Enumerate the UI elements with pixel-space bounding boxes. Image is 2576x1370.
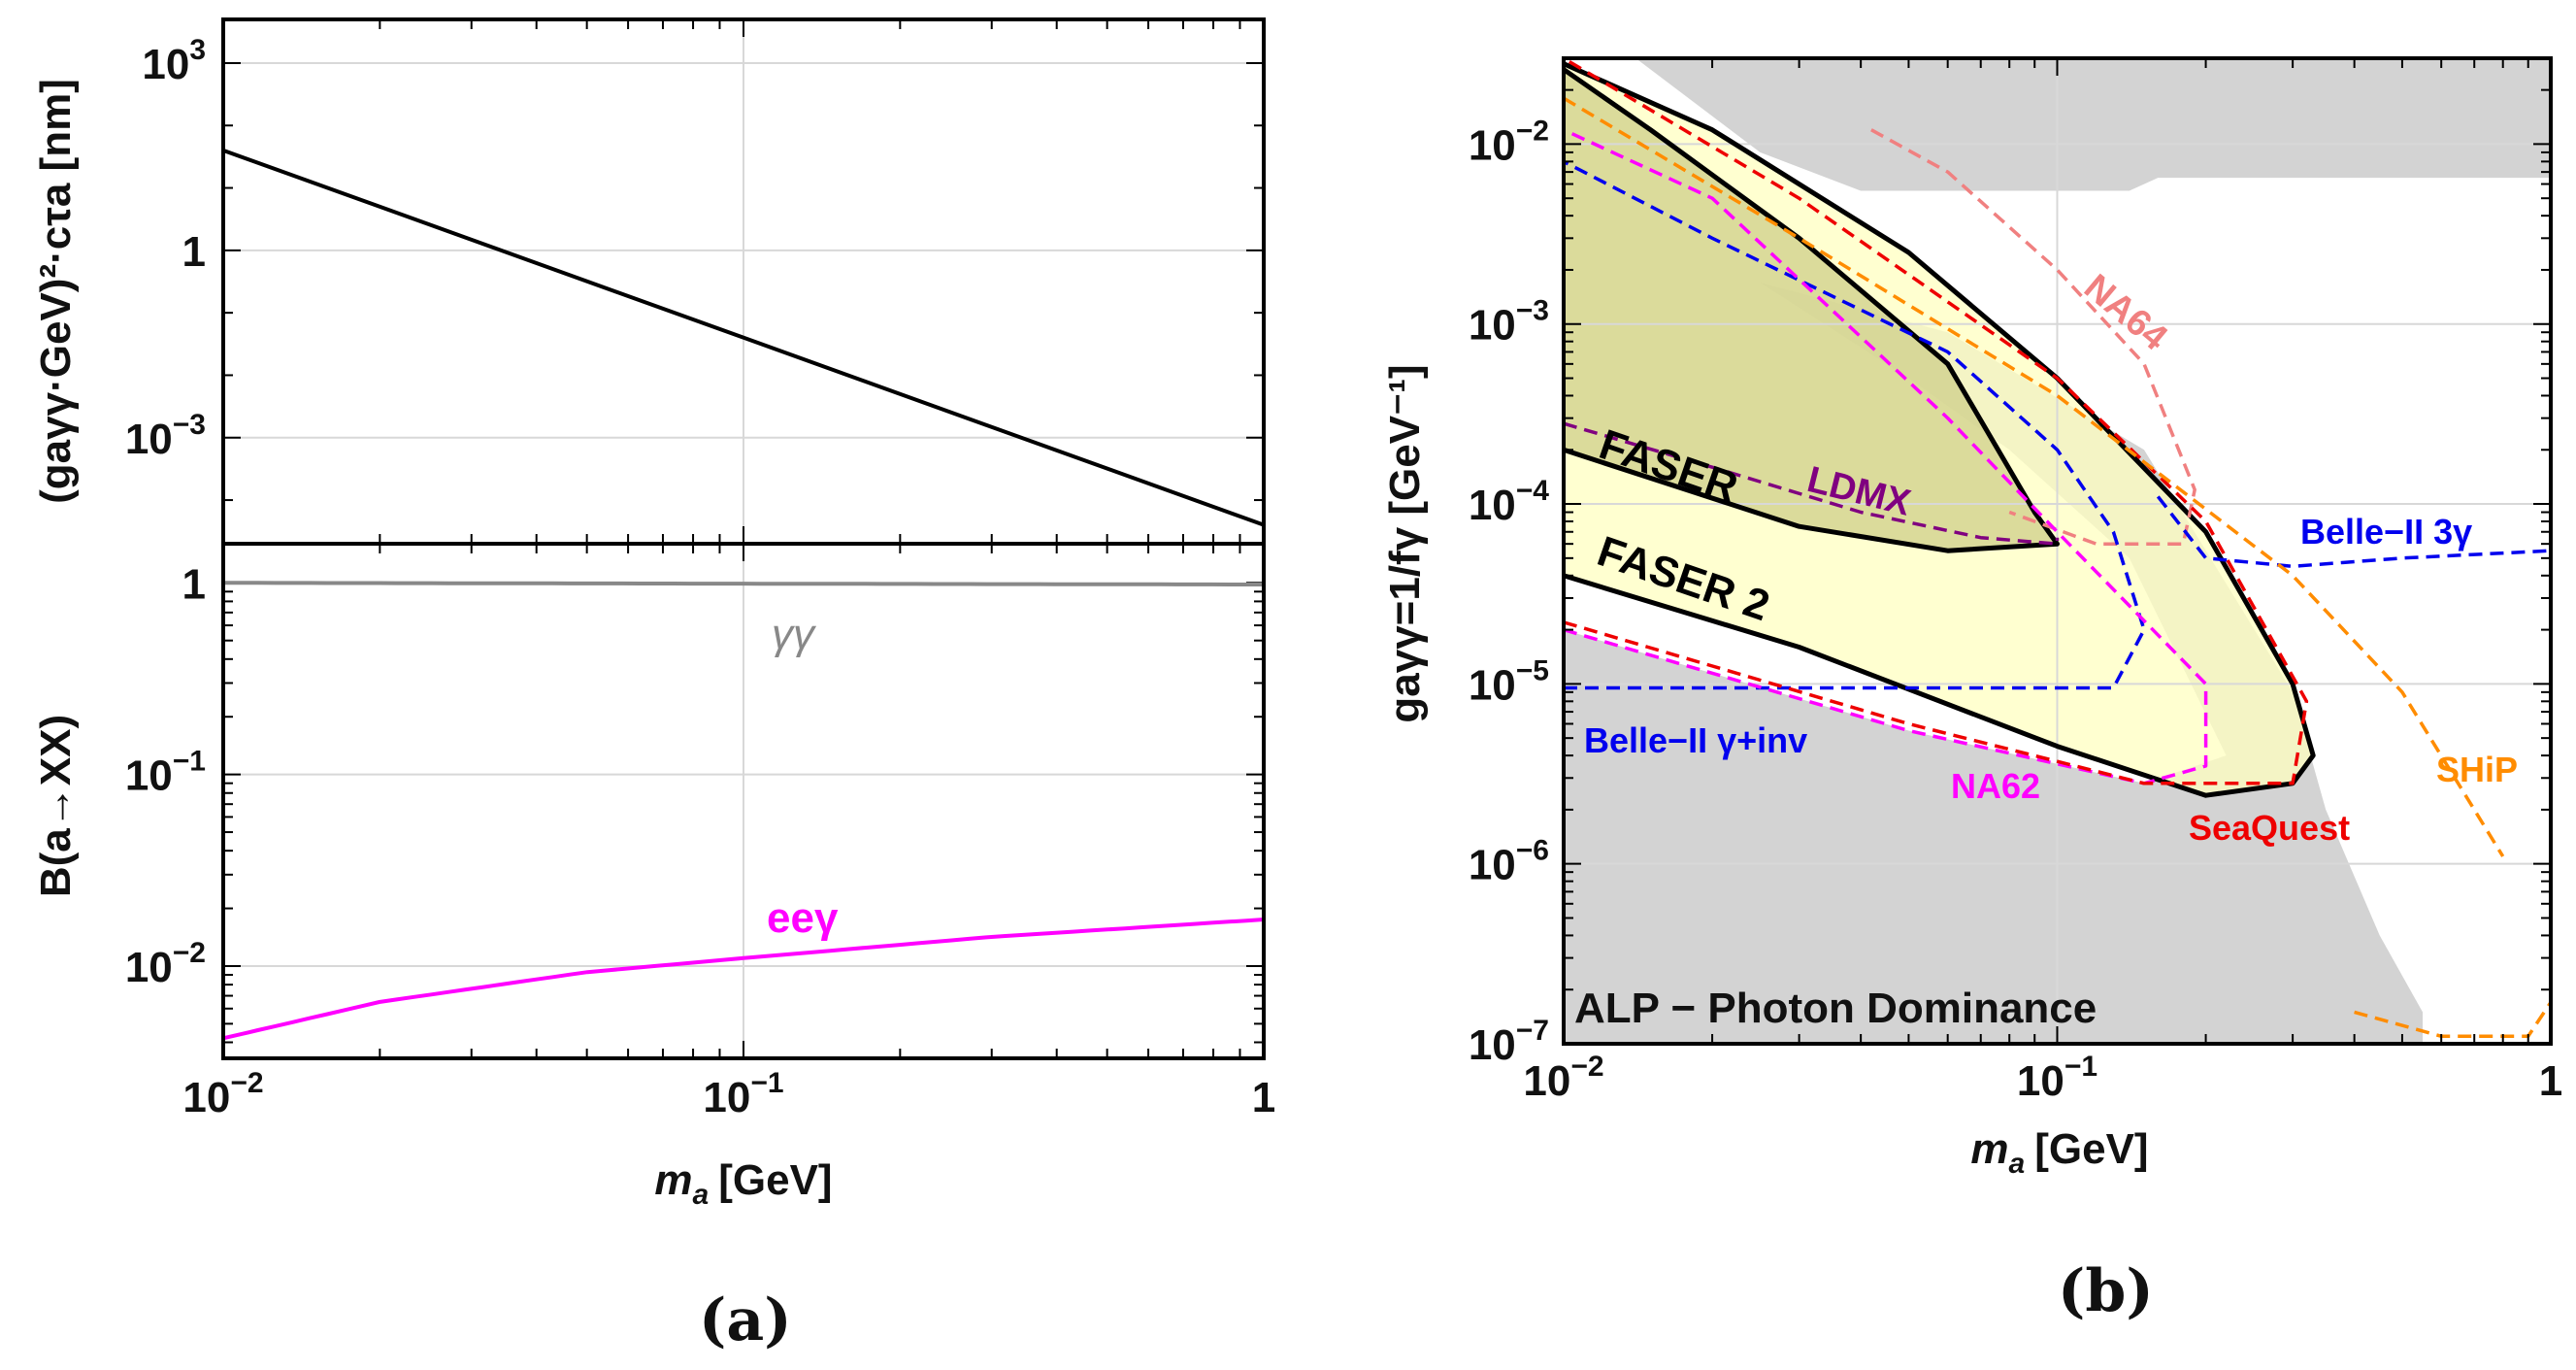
- panel-a-top-y-tick-label: 1: [182, 228, 206, 276]
- ship-low-curve: [2354, 1001, 2551, 1039]
- panel-a-top-y-tick-label: 103: [142, 34, 206, 88]
- panel-a-top-y-axis-title: (gaγγ·GeV)²·cτa [nm]: [32, 79, 80, 504]
- panel-a-bottom-frame: [221, 542, 1266, 1060]
- na62-curve: [1564, 128, 2208, 785]
- panel-a-bottom-y-tick-label: 1: [182, 560, 206, 608]
- panel-b-y-axis-title: gaγγ=1/fγ [GeV⁻¹]: [1381, 364, 1429, 722]
- belle-3gamma-label: Belle−II 3γ: [2300, 512, 2472, 551]
- panel-b-y-tick-label: 10−6: [1469, 835, 1549, 889]
- ship-label: SHiP: [2436, 750, 2518, 789]
- panel-a-bottom-y-tick-labels: 1 10−1 10−2: [125, 560, 206, 991]
- panel-a-x-tick-label: 1: [1252, 1074, 1275, 1121]
- panel-b-y-tick-label: 10−4: [1469, 475, 1549, 529]
- seaquest-label: SeaQuest: [2189, 808, 2350, 848]
- panel-b: 10−2 10−1 1 10−210−310−410−510−610−7 FASER…: [1381, 56, 2562, 1325]
- panel-b-label: (b): [2058, 1257, 2154, 1325]
- panel-b-gridlines: [1564, 58, 2551, 1044]
- ee-gamma-label: eeγ: [767, 894, 839, 942]
- panel-a-gridlines: [223, 19, 1264, 1058]
- panel-a-x-axis-title: ma [GeV]: [654, 1156, 832, 1211]
- panel-b-y-tick-label: 10−3: [1469, 295, 1549, 350]
- panel-b-x-tick-label: 10−2: [1523, 1051, 1603, 1105]
- gamma-gamma-branching-line: [223, 581, 1264, 586]
- panel-a-label: (a): [699, 1286, 792, 1354]
- ldmx-curve: [1564, 421, 2060, 546]
- faser-sensitivity-region: [1564, 69, 2058, 551]
- panel-a-bottom-y-axis-title: B(a→XX): [32, 715, 80, 897]
- panel-a-bottom-y-tick-label: 10−2: [125, 937, 206, 991]
- panel-a-top-y-tick-labels: 103 1 10−3: [125, 34, 206, 463]
- panel-b-ticks: [1563, 57, 2551, 1045]
- panel-a-x-tick-labels: 10−2 10−1 1: [182, 1067, 1275, 1121]
- na64-curve: [1870, 128, 2196, 546]
- panel-a-bottom-y-tick-label: 10−1: [125, 746, 206, 800]
- belle-3gamma-curve: [2156, 495, 2551, 569]
- panel-b-x-tick-label: 1: [2539, 1057, 2562, 1105]
- ee-gamma-branching-line: [223, 918, 1264, 1041]
- panel-b-x-tick-label: 10−1: [2017, 1051, 2097, 1105]
- seaquest-curve: [1564, 58, 2309, 785]
- panel-b-y-tick-label: 10−7: [1469, 1015, 1549, 1069]
- belle-gamma-inv-curve: [1564, 159, 2146, 690]
- panel-a: 10−2 10−1 1 103 1 10−3 1 10−1 10−2 γγ eeγ (gaγ…: [32, 17, 1275, 1354]
- panel-a-top-y-tick-label: 10−3: [125, 409, 206, 463]
- plot-title: ALP − Photon Dominance: [1574, 985, 2097, 1032]
- panel-b-x-axis-title: ma [GeV]: [1970, 1125, 2148, 1180]
- panel-b-curves: [1564, 58, 2551, 1039]
- faser-curve: [1564, 67, 2060, 553]
- gamma-gamma-label: γγ: [772, 611, 817, 658]
- lifetime-line: [223, 148, 1264, 527]
- panel-a-x-tick-label: 10−1: [703, 1067, 783, 1121]
- belle-gamma-inv-label: Belle−II γ+inv: [1584, 720, 1807, 760]
- panel-b-x-tick-labels: 10−2 10−1 1: [1523, 1051, 2562, 1105]
- panel-b-y-tick-label: 10−2: [1469, 115, 1549, 169]
- panel-b-y-tick-label: 10−5: [1469, 654, 1549, 709]
- panel-b-y-tick-labels: 10−2 10−3 10−4 10−5 10−6 10−7: [1469, 115, 1549, 1069]
- na64-label: NA64: [2076, 267, 2174, 359]
- excluded-region-bottom: [1564, 283, 2423, 1044]
- excluded-region-top: [1635, 58, 2551, 191]
- na62-label: NA62: [1951, 766, 2040, 806]
- panel-a-x-tick-label: 10−2: [182, 1067, 263, 1121]
